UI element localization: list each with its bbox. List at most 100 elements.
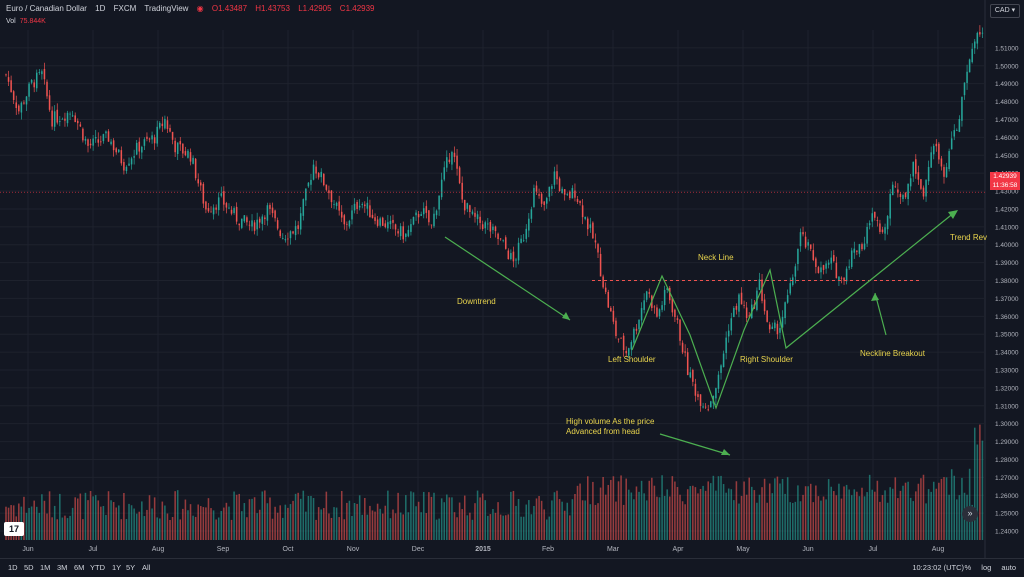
range-button-5d[interactable]: 5D [24,563,34,572]
candle-body [528,218,530,231]
candle-body [74,115,76,123]
volume-bar [207,498,210,540]
volume-bar [479,497,481,540]
candle-body [151,135,153,140]
candle-body [371,214,374,218]
range-button-6m[interactable]: 6M [74,563,85,572]
range-button-1m[interactable]: 1M [40,563,51,572]
volume-bar [920,478,922,540]
range-button-ytd[interactable]: YTD [90,563,105,572]
candle-body [264,217,266,220]
volume-bar [453,512,456,540]
volume-bar [433,492,435,540]
candle-body [305,188,307,201]
volume-bar [917,483,920,540]
range-button-3m[interactable]: 3M [57,563,68,572]
volume-bar [405,495,407,540]
candle-body [458,167,461,184]
range-button-5y[interactable]: 5Y [126,563,136,572]
candle-body [323,173,325,186]
candle-body [87,139,89,146]
volume-bar [35,506,38,540]
range-button-all[interactable]: All [142,563,151,572]
candle-body [348,220,351,227]
volume-bar [205,507,207,540]
volume-bar [379,508,381,540]
candle-body [307,182,310,187]
scroll-to-realtime-button[interactable]: » [962,506,978,522]
volume-bar [761,487,763,540]
volume-bar [446,494,448,540]
volume-bar [958,495,961,540]
volume-bar [645,500,648,540]
volume-bar [105,514,107,540]
volume-bar [812,502,815,540]
y-tick-label: 1.28000 [995,457,1019,464]
auto-scale-button[interactable]: auto [1001,563,1016,572]
candle-body [766,310,768,322]
volume-bar [663,495,666,540]
percent-scale-button[interactable]: % [964,563,972,572]
candle-body [961,96,963,121]
y-tick-label: 1.30000 [995,421,1019,428]
y-tick-label: 1.42000 [995,206,1019,213]
x-tick-label: Jul [869,546,878,553]
volume-bar [751,486,753,540]
candle-body [125,166,128,172]
volume-bar [376,503,379,540]
volume-bar [584,500,586,540]
volume-bar [891,488,894,540]
volume-bar [84,492,87,540]
volume-bar [282,517,284,540]
symbol-name[interactable]: Euro / Canadian Dollar [6,4,87,13]
candle-body [710,401,712,408]
volume-bar [932,481,935,540]
volume-bar [358,495,361,540]
candle-body [745,307,748,319]
candle-body [981,32,984,34]
candle-body [907,183,909,200]
volume-bar [707,481,709,540]
candle-body [246,217,248,223]
candle-body [251,220,253,227]
volume-bar [312,498,315,540]
tradingview-logo[interactable]: 17 [4,522,24,536]
volume-bar [799,501,802,540]
candle-body [917,172,920,180]
log-scale-button[interactable]: log [981,563,992,572]
volume-bar [735,481,738,540]
volume-bar [443,502,446,540]
volume-bar [430,496,433,540]
y-tick-label: 1.48000 [995,99,1019,106]
volume-bar [638,491,640,540]
label-neck-line: Neck Line [698,253,734,262]
range-button-1y[interactable]: 1Y [112,563,122,572]
candle-body [971,48,973,63]
candle-body [599,253,602,277]
volume-bar [533,505,535,540]
candle-body [635,328,638,331]
candle-body [166,120,169,129]
volume-bar [881,495,884,540]
volume-bar [566,502,569,540]
range-button-1d[interactable]: 1D [8,563,18,572]
volume-bar [697,493,699,540]
volume-bar [507,514,510,540]
candle-body [182,143,184,154]
volume-bar [627,489,630,540]
candle-body [289,231,292,239]
interval[interactable]: 1D [95,4,106,13]
volume-bar [269,497,271,540]
candle-body [364,204,366,207]
candle-body [943,167,945,177]
volume-bar [469,512,471,540]
utc-clock[interactable]: 10:23:02 (UTC) [912,563,964,572]
candle-body [66,112,69,124]
volume-bar [238,493,240,540]
candle-body [776,323,779,335]
candle-body [922,187,925,197]
candle-body [827,262,830,265]
currency-button[interactable]: CAD ▾ [990,4,1020,18]
